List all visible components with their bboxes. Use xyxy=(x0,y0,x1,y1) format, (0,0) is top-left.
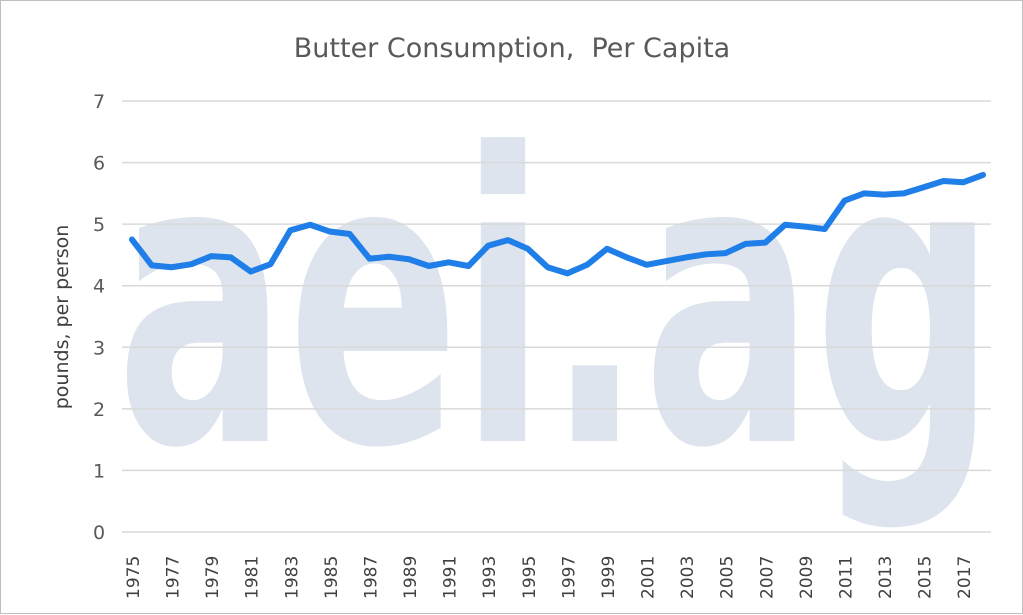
data-point xyxy=(843,200,845,202)
data-point xyxy=(368,258,370,260)
x-tick-label: 1995 xyxy=(520,556,540,599)
data-point xyxy=(824,228,826,230)
data-point xyxy=(863,192,865,194)
data-point xyxy=(883,194,885,196)
data-point xyxy=(151,264,153,266)
x-tick-label: 2009 xyxy=(797,556,817,599)
data-point xyxy=(566,272,568,274)
data-point xyxy=(586,264,588,266)
x-tick-label: 1981 xyxy=(243,556,263,599)
x-tick-label: 1993 xyxy=(480,556,500,599)
data-points xyxy=(131,174,984,274)
x-tick-label: 1989 xyxy=(401,556,421,599)
data-point xyxy=(665,260,667,262)
x-tick-label: 2001 xyxy=(639,556,659,599)
x-tick-label: 1985 xyxy=(322,556,342,599)
x-tick-label: 2005 xyxy=(718,556,738,599)
watermark: aei.ag xyxy=(116,71,996,536)
data-point xyxy=(764,242,766,244)
data-point xyxy=(190,263,192,265)
data-point xyxy=(448,261,450,263)
x-tick-label: 1987 xyxy=(361,556,381,599)
y-tick-label: 4 xyxy=(93,276,105,298)
data-point xyxy=(527,248,529,250)
y-tick-label: 6 xyxy=(93,153,105,175)
data-point xyxy=(210,255,212,257)
x-tick-label: 2015 xyxy=(916,556,936,599)
data-point xyxy=(982,174,984,176)
data-point xyxy=(230,256,232,258)
x-tick-label: 1979 xyxy=(203,556,223,599)
data-point xyxy=(626,256,628,258)
data-point xyxy=(547,266,549,268)
data-point xyxy=(428,265,430,267)
data-point xyxy=(923,186,925,188)
data-point xyxy=(942,180,944,182)
data-point xyxy=(388,256,390,258)
y-tick-label: 3 xyxy=(93,337,105,359)
data-point xyxy=(289,229,291,231)
x-tick-label: 2011 xyxy=(836,556,856,599)
x-tick-label: 2003 xyxy=(678,556,698,599)
y-tick-label: 0 xyxy=(93,522,105,544)
data-point xyxy=(962,181,964,183)
x-tick-label: 2013 xyxy=(876,556,896,599)
x-tick-label: 1975 xyxy=(124,556,144,599)
x-tick-label: 1999 xyxy=(599,556,619,599)
x-tick-label: 2017 xyxy=(955,556,975,599)
data-point xyxy=(487,245,489,247)
x-tick-label: 2007 xyxy=(757,556,777,599)
data-point xyxy=(349,233,351,235)
data-point xyxy=(903,192,905,194)
data-point xyxy=(784,224,786,226)
data-point xyxy=(131,239,133,241)
x-tick-label: 1991 xyxy=(441,556,461,599)
data-point xyxy=(804,226,806,228)
data-point xyxy=(507,239,509,241)
data-point xyxy=(329,231,331,233)
x-tick-label: 1983 xyxy=(282,556,302,599)
y-tick-label: 1 xyxy=(93,460,105,482)
x-tick-label: 1977 xyxy=(164,556,184,599)
data-point xyxy=(250,271,252,273)
data-point xyxy=(705,253,707,255)
series-line xyxy=(129,171,986,277)
data-point xyxy=(745,243,747,245)
y-tick-label: 2 xyxy=(93,399,105,421)
data-point xyxy=(646,264,648,266)
data-point xyxy=(408,258,410,260)
data-point xyxy=(309,224,311,226)
data-point xyxy=(685,256,687,258)
data-point xyxy=(606,248,608,250)
y-axis-label: pounds, per person xyxy=(51,225,73,410)
data-point xyxy=(270,263,272,265)
chart-title: Butter Consumption, Per Capita xyxy=(294,33,730,64)
data-point xyxy=(171,266,173,268)
data-point xyxy=(467,265,469,267)
y-tick-label: 7 xyxy=(93,91,105,113)
x-tick-label: 1997 xyxy=(559,556,579,599)
data-point xyxy=(725,252,727,254)
y-tick-label: 5 xyxy=(93,214,105,236)
